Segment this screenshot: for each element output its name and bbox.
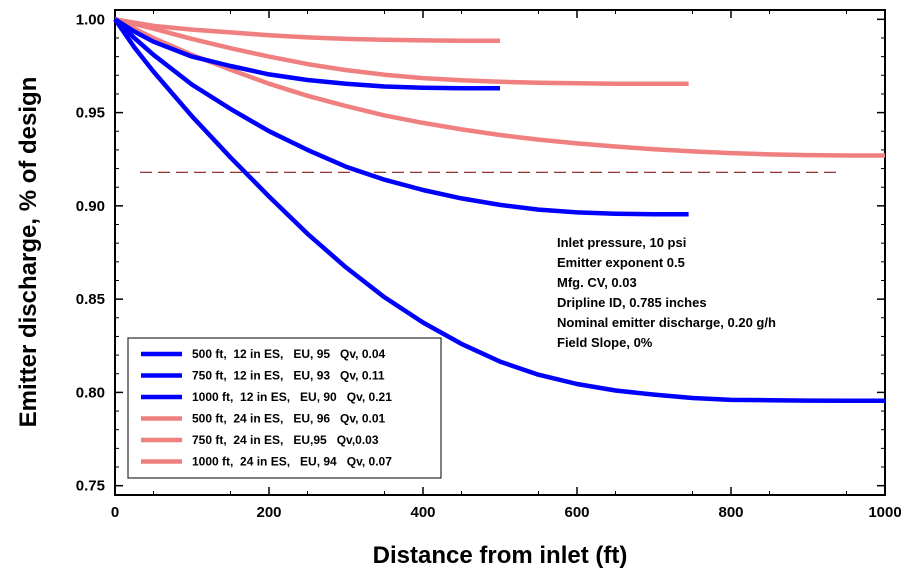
series-line-5 bbox=[114, 17, 689, 86]
series-group bbox=[113, 17, 885, 404]
annotation-line: Dripline ID, 0.785 inches bbox=[557, 295, 707, 310]
legend-label: 1000 ft, 24 in ES, EU, 94 Qv, 0.07 bbox=[192, 455, 392, 469]
x-tick-label: 0 bbox=[111, 504, 119, 521]
legend-label: 500 ft, 12 in ES, EU, 95 Qv, 0.04 bbox=[192, 347, 386, 361]
annotation-line: Inlet pressure, 10 psi bbox=[557, 235, 686, 250]
x-tick-label: 1000 bbox=[868, 504, 901, 521]
x-tick-labels: 0 200 400 600 800 1000 bbox=[111, 504, 901, 521]
series-line-3 bbox=[113, 18, 885, 404]
x-tick-label: 400 bbox=[410, 504, 435, 521]
series-line-6 bbox=[114, 17, 885, 158]
legend-box bbox=[127, 337, 442, 479]
series-line-1 bbox=[113, 17, 500, 91]
y-tick-label: 0.80 bbox=[76, 384, 105, 401]
annotation-line: Emitter exponent 0.5 bbox=[557, 255, 685, 270]
x-tick-label: 600 bbox=[564, 504, 589, 521]
legend-label: 750 ft, 12 in ES, EU, 93 Qv, 0.11 bbox=[192, 369, 385, 383]
legend-label: 750 ft, 24 in ES, EU,95 Qv,0.03 bbox=[192, 433, 379, 447]
legend: 500 ft, 12 in ES, EU, 95 Qv, 0.04 750 ft,… bbox=[127, 337, 442, 479]
x-axis-title: Distance from inlet (ft) bbox=[373, 542, 628, 569]
plot-frame bbox=[114, 9, 886, 496]
legend-label: 1000 ft, 12 in ES, EU, 90 Qv, 0.21 bbox=[192, 390, 392, 404]
x-tick-label: 800 bbox=[718, 504, 743, 521]
axis-ticks bbox=[114, 10, 886, 495]
y-axis-title: Emitter discharge, % of design bbox=[15, 77, 42, 428]
y-tick-label: 1.00 bbox=[76, 11, 105, 28]
legend-label: 500 ft, 24 in ES, EU, 96 Qv, 0.01 bbox=[192, 412, 386, 426]
series-line-2 bbox=[113, 17, 689, 217]
y-tick-label: 0.95 bbox=[76, 105, 105, 122]
annotation-block: Inlet pressure, 10 psi Emitter exponent 0… bbox=[557, 235, 776, 350]
annotation-line: Field Slope, 0% bbox=[557, 335, 653, 350]
y-tick-labels: 0.75 0.80 0.85 0.90 0.95 1.00 bbox=[76, 11, 105, 494]
annotation-line: Nominal emitter discharge, 0.20 g/h bbox=[557, 315, 776, 330]
y-tick-label: 0.90 bbox=[76, 198, 105, 215]
y-tick-label: 0.75 bbox=[76, 478, 105, 495]
annotation-line: Mfg. CV, 0.03 bbox=[557, 275, 637, 290]
y-tick-label: 0.85 bbox=[76, 291, 105, 308]
series-line-4 bbox=[114, 17, 500, 44]
x-tick-label: 200 bbox=[256, 504, 281, 521]
